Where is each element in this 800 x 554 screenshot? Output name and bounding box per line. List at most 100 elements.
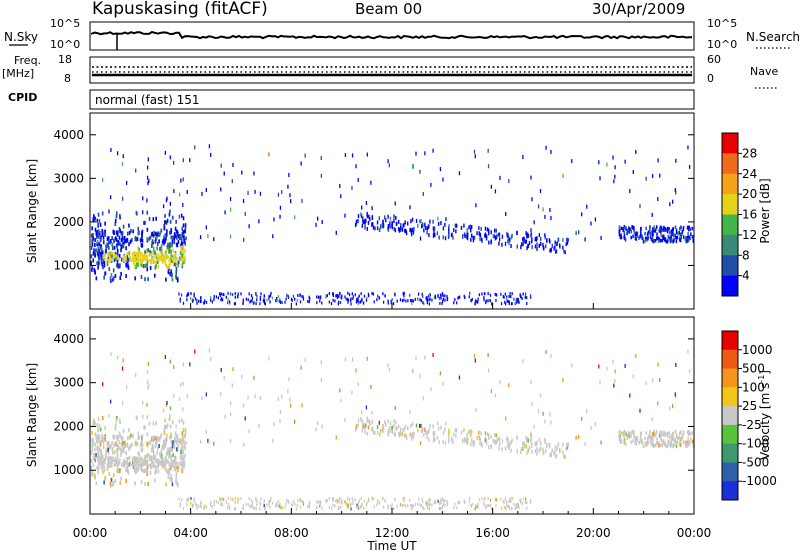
velocity-cell [170,458,173,463]
velocity-cell [173,466,176,471]
velocity-cell [391,503,393,507]
power-cell [606,162,608,167]
power-cell [107,243,110,248]
power-cell [367,214,369,219]
power-cell [225,295,227,299]
velocity-cell [365,405,368,410]
power-cell [92,217,95,222]
power-cell [594,217,597,222]
power-cell [401,299,404,303]
power-cell [440,221,442,226]
power-cell [669,236,671,240]
power-cell [393,218,395,223]
power-cell [126,237,128,242]
power-cell [415,218,418,223]
colorbar-swatch [722,275,738,297]
power-cell [363,294,366,298]
power-cell [505,212,507,217]
power-cell [360,300,362,304]
power-cell [658,237,661,241]
power-cell [674,225,677,229]
velocity-cell [116,450,119,455]
beam-title: Beam 00 [355,0,422,18]
power-cell [404,228,406,233]
power-cell [170,253,173,258]
power-cell [101,250,104,255]
velocity-cell [474,504,477,508]
velocity-cell [332,497,335,501]
velocity-cell [562,378,564,383]
velocity-cell [97,470,99,475]
power-cell [521,297,523,301]
y-tick-label: 3000 [53,171,84,185]
velocity-cell [262,504,265,508]
velocity-cell [662,432,665,437]
power-cell [166,265,169,270]
power-cell [176,278,179,283]
power-cell [429,219,431,224]
power-cell [539,241,542,246]
colorbar-tick-label: 20 [742,187,757,201]
power-cell [299,293,301,297]
velocity-cell [485,441,488,446]
time-axis: 00:00 04:00 08:00 12:00 16:00 20:00 00:00 [73,303,711,540]
velocity-cell [479,441,481,446]
power-cell [244,211,246,216]
velocity-cell [103,435,106,440]
velocity-cell [522,441,524,446]
velocity-cell [564,454,566,459]
y-tick-label: 4000 [53,332,84,346]
velocity-cell [415,423,418,428]
power-cell [122,154,124,159]
velocity-cell [116,467,119,472]
power-cell [419,236,422,241]
power-cell [175,242,178,247]
velocity-cell [426,502,428,506]
power-cell [290,199,292,204]
power-cell [426,230,428,235]
power-cell [488,299,490,303]
velocity-cell [144,482,146,487]
velocity-cell [332,503,334,507]
power-cell [172,235,174,240]
velocity-cell [278,504,280,508]
power-cell [650,230,653,234]
power-cell [680,225,682,230]
velocity-cell [276,501,278,505]
power-cell [152,241,154,246]
velocity-cell [321,506,323,510]
velocity-cell [111,450,114,455]
power-cell [131,238,133,243]
velocity-cell [367,419,369,424]
power-cell [122,224,125,229]
power-cell [403,298,405,302]
power-cell [614,174,616,179]
velocity-cell [287,389,289,394]
velocity-cell [165,482,167,487]
velocity-cell [475,407,477,412]
power-cell [260,292,262,296]
power-cell [169,261,172,266]
power-cell [355,221,358,226]
power-cell [361,298,363,302]
velocity-cell [509,499,511,503]
velocity-cell [116,463,119,468]
power-cell [384,215,386,220]
velocity-cell [275,504,277,508]
power-cell [473,235,476,240]
power-cell [104,232,107,237]
power-cell [682,235,685,239]
velocity-cell [126,442,128,447]
velocity-cell [378,501,381,505]
power-cell [174,262,177,267]
velocity-cell [167,450,170,455]
velocity-cell [531,449,533,454]
power-cell [316,301,318,305]
velocity-cell [444,440,447,445]
power-cell [258,219,260,224]
velocity-cell [437,426,440,431]
power-cell [200,299,202,303]
y-tick-label: 3000 [53,376,84,390]
x-tick-label: 08:00 [274,526,309,540]
